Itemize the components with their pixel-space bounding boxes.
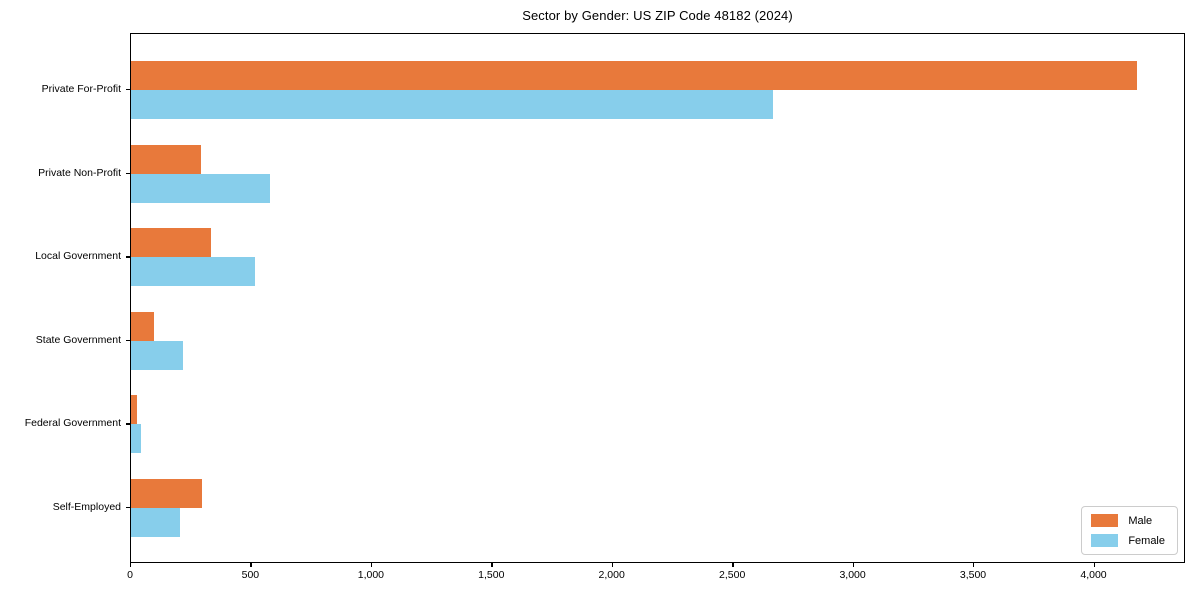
x-axis-label: 1,500 [478,569,505,581]
x-axis-tick [611,563,614,567]
x-axis-tick [852,563,854,567]
bar-male-4 [131,311,154,341]
y-axis-tick [126,172,130,174]
bar-female-1 [131,90,773,119]
legend-entry-female: Female [1091,534,1165,547]
x-axis-tick [1093,563,1095,567]
bar-female-2 [131,173,270,203]
legend-entry-male: Male [1091,514,1165,527]
legend-swatch-female [1091,534,1119,547]
y-axis-tick [126,423,130,425]
x-axis-label: 2,000 [598,569,625,581]
legend: Male Female [1081,506,1178,555]
x-axis-tick [491,563,493,567]
y-axis-label: Federal Government [24,417,121,430]
y-axis-label: Local Government [35,250,121,263]
y-axis-label: Private For-Profit [41,83,121,95]
x-axis-label: 3,500 [959,569,987,581]
legend-label: Male [1128,514,1153,527]
x-axis-label: 2,500 [719,569,746,581]
x-axis-tick [370,563,373,567]
y-axis-tick [126,256,130,258]
bar-male-2 [131,144,201,174]
bar-female-3 [131,257,255,287]
x-axis-label: 500 [241,569,260,581]
bar-female-6 [131,508,181,537]
x-axis-label: 3,000 [839,569,866,581]
bar-female-5 [131,424,141,454]
y-axis-label: Self-Employed [52,501,121,513]
y-axis-tick [126,339,130,342]
y-axis-label: Private Non-Profit [38,166,121,179]
x-axis-label: 1,000 [357,569,385,581]
y-axis-tick [126,89,130,91]
y-axis-label: State Government [35,333,121,346]
y-axis-tick [126,507,130,509]
bar-male-3 [131,228,211,258]
x-axis-label: 0 [127,569,133,581]
bar-male-5 [131,395,137,425]
chart-title: Sector by Gender: US ZIP Code 48182 (202… [522,8,793,23]
bar-male-1 [131,61,1137,90]
legend-swatch-male [1091,514,1119,527]
x-axis-tick [130,563,132,567]
legend-label: Female [1128,534,1165,547]
bar-female-4 [131,340,183,370]
x-axis-tick [732,563,734,567]
x-axis-tick [250,563,252,567]
x-axis-tick [973,563,975,567]
plot-area: Male Female [130,33,1185,563]
x-axis-label: 4,000 [1080,569,1107,581]
bar-male-6 [131,479,203,508]
